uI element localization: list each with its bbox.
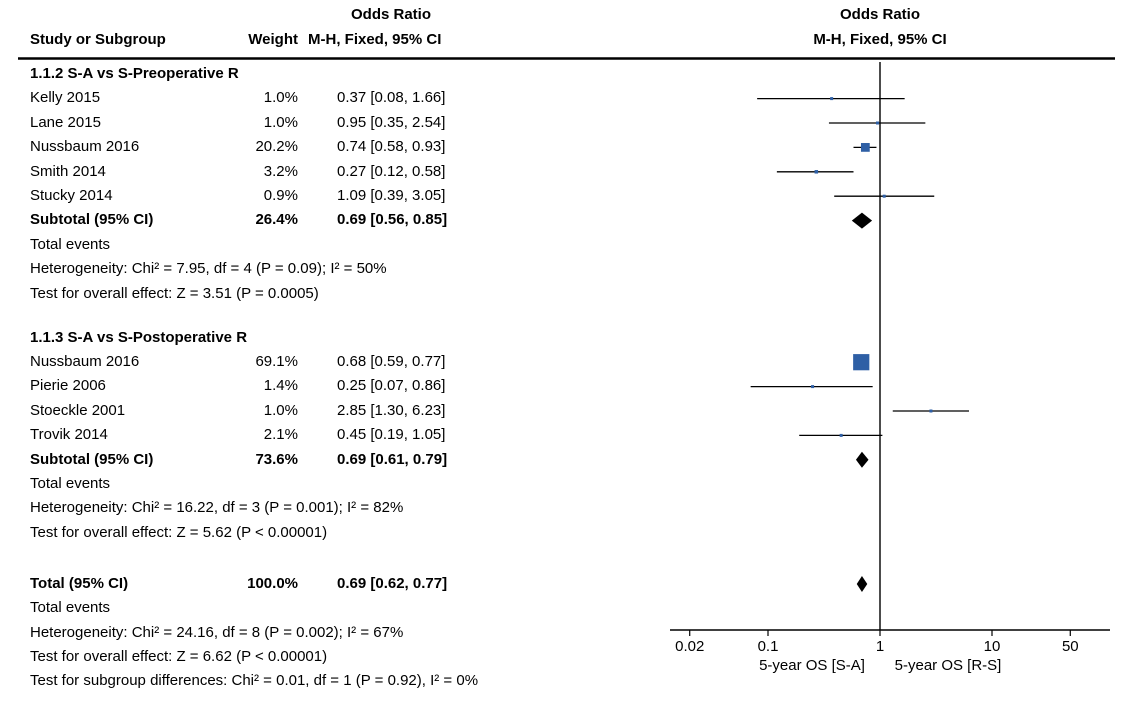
heterogeneity-text: Heterogeneity: Chi² = 24.16, df = 8 (P =… — [30, 623, 404, 641]
study-ci-text: 0.68 [0.59, 0.77] — [337, 353, 446, 370]
study-name: Nussbaum 2016 — [30, 353, 140, 370]
total-events-row: Total events — [0, 596, 1133, 620]
subgroup-title: 1.1.2 S-A vs S-Preoperative R — [30, 65, 239, 82]
subtotal-label: Subtotal (95% CI) — [30, 450, 154, 468]
study-name: Kelly 2015 — [30, 89, 101, 107]
heterogeneity-row: Heterogeneity: Chi² = 7.95, df = 4 (P = … — [0, 257, 1133, 281]
study-name: Pierie 2006 — [30, 377, 106, 395]
subtotal-weight: 26.4% — [255, 211, 298, 229]
study-weight: 1.4% — [263, 377, 298, 395]
study-weight: 1.0% — [263, 401, 298, 419]
subtotal-ci-text: 0.69 [0.56, 0.85] — [337, 211, 448, 229]
study-row: Kelly 2015 1.0% 0.37 [0.08, 1.66] — [0, 86, 1133, 110]
overall-effect-row: Test for overall effect: Z = 3.51 (P = 0… — [0, 282, 1133, 306]
subtotal-ci-text: 0.69 [0.61, 0.79] — [337, 450, 448, 468]
total-events-row: Total events — [0, 233, 1133, 257]
study-weight: 0.9% — [263, 187, 298, 204]
study-ci-text: 0.27 [0.12, 0.58] — [337, 162, 446, 180]
study-weight: 69.1% — [255, 353, 298, 370]
study-ci-text: 2.85 [1.30, 6.23] — [337, 401, 446, 419]
overall-effect-text: Test for overall effect: Z = 3.51 (P = 0… — [30, 284, 319, 302]
subtotal-row: Subtotal (95% CI) 26.4% 0.69 [0.56, 0.85] — [0, 208, 1133, 232]
total-ci-text: 0.69 [0.62, 0.77] — [337, 574, 448, 592]
subgroup-header-row: 1.1.2 S-A vs S-Preoperative R — [0, 62, 1133, 86]
study-row: Stoeckle 2001 1.0% 2.85 [1.30, 6.23] — [0, 399, 1133, 423]
total-events-label: Total events — [30, 475, 111, 492]
study-row: Smith 2014 3.2% 0.27 [0.12, 0.58] — [0, 160, 1133, 184]
overall-effect-row: Test for overall effect: Z = 5.62 (P < 0… — [0, 521, 1133, 545]
overall-effect-text: Test for overall effect: Z = 6.62 (P < 0… — [30, 648, 328, 665]
study-row: Lane 2015 1.0% 0.95 [0.35, 2.54] — [0, 111, 1133, 135]
total-events-row: Total events — [0, 472, 1133, 496]
study-weight: 1.0% — [263, 113, 298, 131]
overall-effect-row: Test for overall effect: Z = 6.62 (P < 0… — [0, 645, 1133, 669]
study-name: Nussbaum 2016 — [30, 138, 140, 156]
overall-effect-text: Test for overall effect: Z = 5.62 (P < 0… — [30, 523, 328, 541]
heterogeneity-text: Heterogeneity: Chi² = 7.95, df = 4 (P = … — [30, 260, 387, 278]
study-column-header: Study or Subgroup — [30, 31, 166, 48]
subgroup-title: 1.1.3 S-A vs S-Postoperative R — [30, 328, 248, 346]
subtotal-row: Subtotal (95% CI) 73.6% 0.69 [0.61, 0.79] — [0, 448, 1133, 472]
study-row: Nussbaum 2016 69.1% 0.68 [0.59, 0.77] — [0, 350, 1133, 374]
plot-method-header: M-H, Fixed, 95% CI — [813, 31, 947, 48]
total-row: Total (95% CI) 100.0% 0.69 [0.62, 0.77] — [0, 572, 1133, 596]
heterogeneity-row: Heterogeneity: Chi² = 24.16, df = 8 (P =… — [0, 621, 1133, 645]
weight-column-header: Weight — [248, 31, 298, 48]
study-name: Lane 2015 — [30, 113, 101, 131]
study-ci-text: 0.37 [0.08, 1.66] — [337, 89, 446, 107]
study-name: Stucky 2014 — [30, 187, 113, 204]
subgroup-header-row: 1.1.3 S-A vs S-Postoperative R — [0, 326, 1133, 350]
study-ci-text: 0.25 [0.07, 0.86] — [337, 377, 446, 395]
total-events-label: Total events — [30, 599, 111, 617]
subgroup-differences-text: Test for subgroup differences: Chi² = 0.… — [30, 672, 479, 690]
study-name: Stoeckle 2001 — [30, 401, 126, 419]
study-ci-text: 0.95 [0.35, 2.54] — [337, 113, 446, 131]
study-name: Smith 2014 — [30, 162, 106, 180]
heterogeneity-text: Heterogeneity: Chi² = 16.22, df = 3 (P =… — [30, 499, 404, 517]
total-label: Total (95% CI) — [30, 574, 129, 592]
study-weight: 3.2% — [263, 162, 298, 180]
study-weight: 20.2% — [255, 138, 298, 156]
study-row: Pierie 2006 1.4% 0.25 [0.07, 0.86] — [0, 374, 1133, 398]
total-events-label: Total events — [30, 235, 111, 253]
study-ci-text: 0.74 [0.58, 0.93] — [337, 138, 446, 156]
study-weight: 1.0% — [263, 89, 298, 107]
study-row: Nussbaum 2016 20.2% 0.74 [0.58, 0.93] — [0, 135, 1133, 159]
subtotal-weight: 73.6% — [255, 450, 298, 468]
study-row: Trovik 2014 2.1% 0.45 [0.19, 1.05] — [0, 423, 1133, 447]
study-row: Stucky 2014 0.9% 1.09 [0.39, 3.05] — [0, 184, 1133, 208]
heterogeneity-row: Heterogeneity: Chi² = 16.22, df = 3 (P =… — [0, 496, 1133, 520]
left-odds-ratio-title: Odds Ratio — [350, 6, 431, 23]
method-column-header: M-H, Fixed, 95% CI — [308, 31, 442, 48]
study-ci-text: 1.09 [0.39, 3.05] — [337, 187, 446, 204]
study-ci-text: 0.45 [0.19, 1.05] — [337, 426, 446, 444]
total-weight: 100.0% — [247, 574, 298, 592]
plot-odds-ratio-title: Odds Ratio — [839, 6, 920, 23]
study-weight: 2.1% — [263, 426, 298, 444]
subgroup-differences-row: Test for subgroup differences: Chi² = 0.… — [0, 669, 1133, 693]
study-name: Trovik 2014 — [30, 426, 108, 444]
subtotal-label: Subtotal (95% CI) — [30, 211, 154, 229]
